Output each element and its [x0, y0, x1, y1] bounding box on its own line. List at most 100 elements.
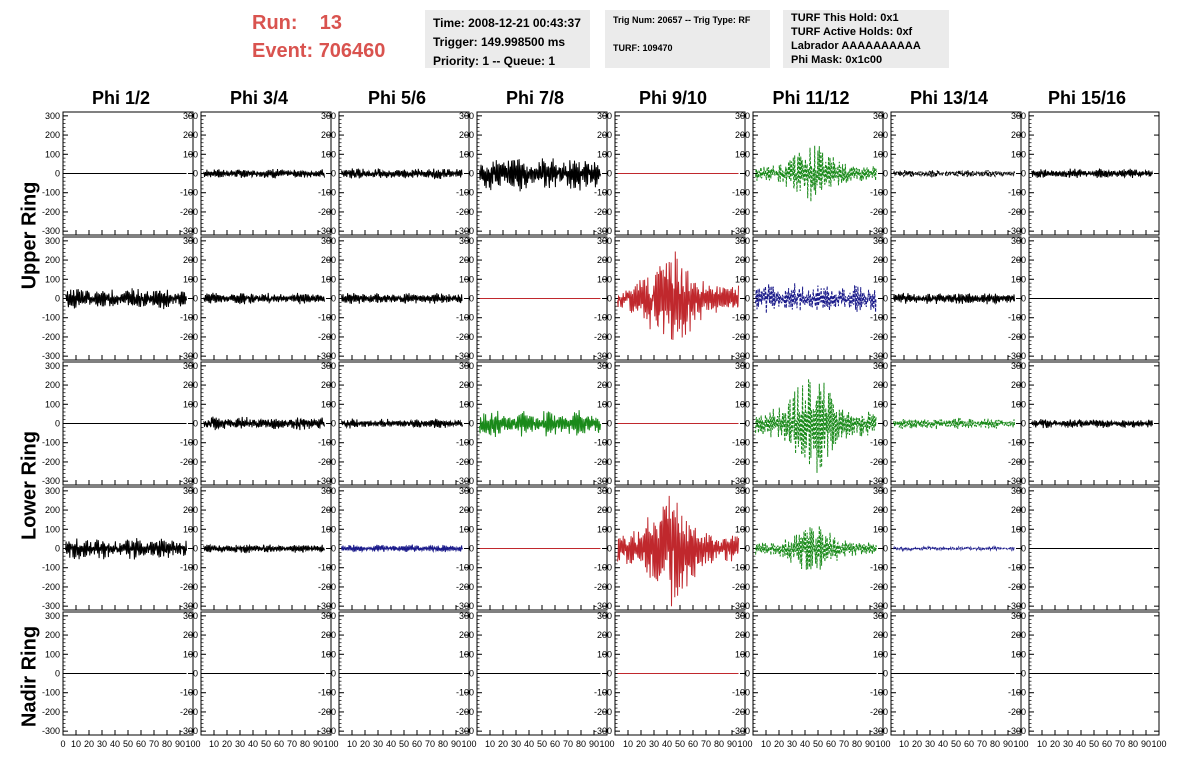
y-tick-label: -100 — [1008, 688, 1026, 698]
y-tick-label: 100 — [459, 274, 474, 284]
y-tick-label: 200 — [45, 630, 60, 640]
y-tick-label: -200 — [456, 707, 474, 717]
y-tick-label: 300 — [735, 611, 750, 621]
x-tick-label: 40 — [386, 739, 396, 749]
y-tick-label: -100 — [870, 188, 888, 198]
y-tick-label: -300 — [180, 351, 198, 361]
turf-line: TURF: 109470 — [613, 43, 673, 53]
y-tick-label: 200 — [321, 255, 336, 265]
x-tick-label: 10 — [209, 739, 219, 749]
x-tick-label: 30 — [649, 739, 659, 749]
x-tick-label: 90 — [727, 739, 737, 749]
x-tick-label: 30 — [235, 739, 245, 749]
y-tick-label: -300 — [732, 601, 750, 611]
x-tick-label: 50 — [537, 739, 547, 749]
y-tick-label: -300 — [456, 476, 474, 486]
waveform-trace — [341, 544, 463, 553]
waveform-trace — [341, 293, 463, 304]
waveform-trace — [203, 543, 325, 554]
y-tick-label: -300 — [870, 726, 888, 736]
x-tick-label: 90 — [1003, 739, 1013, 749]
y-tick-label: 200 — [459, 505, 474, 515]
y-tick-label: -300 — [456, 226, 474, 236]
y-tick-label: -300 — [732, 476, 750, 486]
y-tick-label: 300 — [45, 236, 60, 246]
y-tick-label: -100 — [732, 563, 750, 573]
y-tick-label: 0 — [331, 169, 336, 179]
y-tick-label: 100 — [873, 524, 888, 534]
y-tick-label: -100 — [42, 313, 60, 323]
y-tick-label: 300 — [1011, 111, 1026, 121]
y-tick-label: 100 — [1011, 149, 1026, 159]
y-tick-label: -300 — [456, 351, 474, 361]
y-tick-label: 300 — [45, 361, 60, 371]
x-tick-label: 70 — [425, 739, 435, 749]
waveform-trace — [755, 283, 877, 314]
y-tick-label: 100 — [1011, 399, 1026, 409]
y-tick-label: 300 — [873, 486, 888, 496]
col-title-phi-11-12: Phi 11/12 — [772, 88, 850, 108]
y-tick-label: 100 — [459, 649, 474, 659]
y-tick-label: -200 — [1008, 457, 1026, 467]
phi-mask-line: Phi Mask: 0x1c00 — [791, 54, 883, 66]
y-tick-label: -100 — [870, 688, 888, 698]
y-tick-label: 100 — [873, 649, 888, 659]
waveform-trace — [479, 410, 601, 438]
labrador-line: Labrador AAAAAAAAAA — [791, 40, 921, 52]
x-tick-label: 30 — [373, 739, 383, 749]
y-tick-label: 200 — [873, 130, 888, 140]
y-tick-label: -300 — [732, 726, 750, 736]
y-tick-label: 200 — [873, 505, 888, 515]
x-tick-label: 20 — [636, 739, 646, 749]
y-tick-label: -100 — [318, 188, 336, 198]
x-tick-label: 90 — [175, 739, 185, 749]
trigger-line: Trigger: 149.998500 ms — [433, 35, 566, 49]
y-tick-label: -300 — [318, 476, 336, 486]
x-tick-label: 50 — [123, 739, 133, 749]
y-tick-label: -100 — [594, 563, 612, 573]
y-tick-label: -100 — [180, 188, 198, 198]
y-tick-label: -100 — [594, 688, 612, 698]
y-tick-label: 200 — [1011, 130, 1026, 140]
y-tick-label: 100 — [597, 274, 612, 284]
y-tick-label: -300 — [318, 601, 336, 611]
y-tick-label: 0 — [607, 294, 612, 304]
y-tick-label: 0 — [607, 169, 612, 179]
y-tick-label: -100 — [42, 188, 60, 198]
x-tick-label: 80 — [162, 739, 172, 749]
y-tick-label: 100 — [321, 649, 336, 659]
y-tick-label: 200 — [1011, 380, 1026, 390]
y-tick-label: 300 — [735, 111, 750, 121]
x-tick-label: 20 — [774, 739, 784, 749]
y-tick-label: 200 — [321, 130, 336, 140]
y-tick-label: -200 — [42, 332, 60, 342]
y-tick-label: 200 — [459, 130, 474, 140]
y-tick-label: 200 — [45, 255, 60, 265]
y-tick-label: 100 — [597, 399, 612, 409]
x-tick-label: 60 — [964, 739, 974, 749]
x-tick-label: 20 — [1050, 739, 1060, 749]
x-tick-label: 80 — [300, 739, 310, 749]
y-tick-label: 200 — [735, 255, 750, 265]
y-tick-label: -300 — [318, 351, 336, 361]
y-tick-label: -300 — [732, 351, 750, 361]
y-tick-label: -200 — [870, 582, 888, 592]
y-tick-label: -300 — [594, 726, 612, 736]
y-tick-label: 300 — [1011, 236, 1026, 246]
y-tick-label: 200 — [459, 630, 474, 640]
y-tick-label: 0 — [55, 669, 60, 679]
y-tick-label: 100 — [1011, 274, 1026, 284]
y-tick-label: 100 — [45, 649, 60, 659]
waveform-trace — [755, 145, 877, 202]
x-tick-label: 30 — [787, 739, 797, 749]
waveform-trace — [341, 418, 463, 430]
run-event-block: Run: 13 Event: 706460 — [252, 9, 385, 65]
y-tick-label: 100 — [321, 149, 336, 159]
y-tick-label: -100 — [456, 188, 474, 198]
y-tick-label: -100 — [1008, 563, 1026, 573]
y-tick-label: 300 — [873, 236, 888, 246]
waveform-trace — [617, 251, 739, 340]
y-tick-label: -300 — [870, 601, 888, 611]
y-tick-label: 0 — [193, 544, 198, 554]
y-tick-label: 300 — [321, 111, 336, 121]
